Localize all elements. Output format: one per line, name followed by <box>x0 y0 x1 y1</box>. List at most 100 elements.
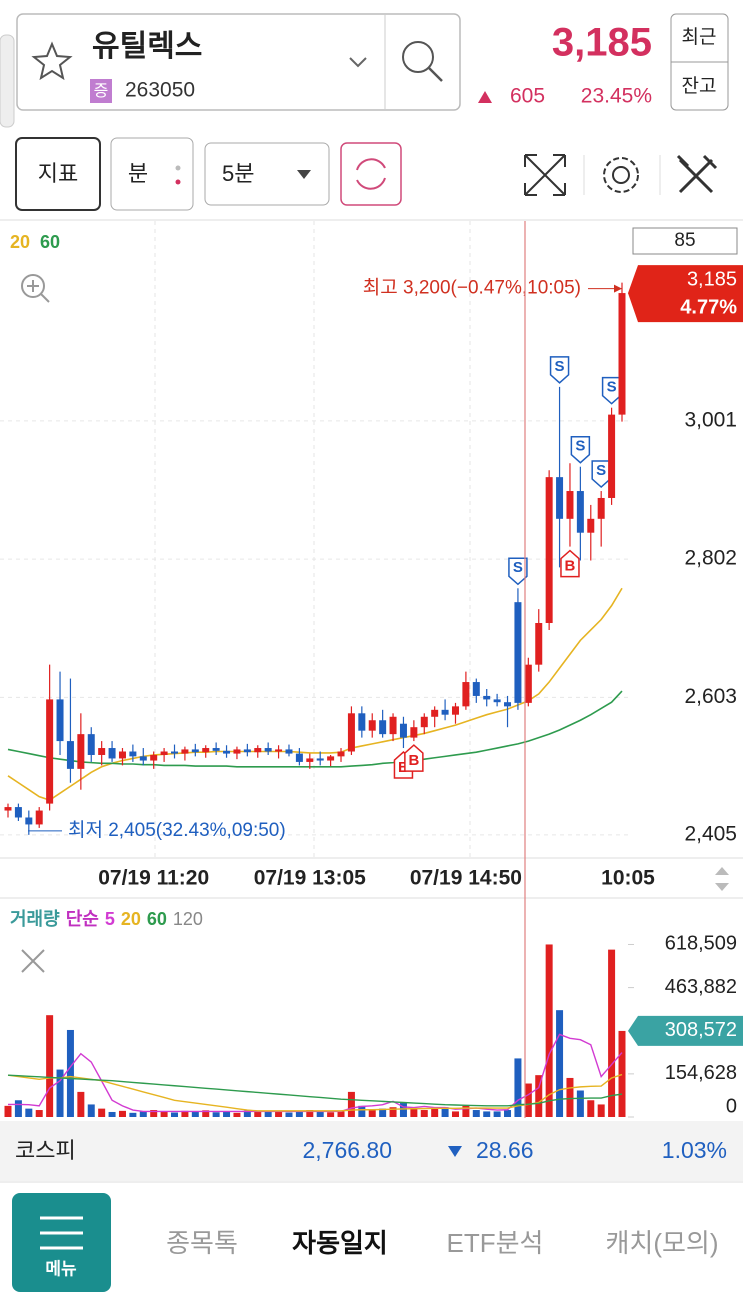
volume-bar <box>275 1110 283 1117</box>
scale-box-label: 85 <box>674 230 695 251</box>
nav-tab[interactable]: 캐치(모의) <box>606 1228 719 1258</box>
nav-tab[interactable]: 종목톡 <box>166 1228 238 1258</box>
dropdown-chevron[interactable] <box>349 57 367 68</box>
volume-bar <box>410 1108 418 1117</box>
candle-body <box>597 497 605 519</box>
volume-bar <box>129 1112 137 1117</box>
period-select[interactable] <box>204 142 330 206</box>
volume-bar <box>576 1090 584 1117</box>
menu-button[interactable] <box>12 1193 111 1292</box>
period-type-label[interactable]: 분 <box>128 161 148 186</box>
candle-body <box>233 749 241 754</box>
scroll-up[interactable] <box>715 867 729 875</box>
nav-tab[interactable]: 자동일지 <box>292 1228 388 1258</box>
candle-body <box>441 709 449 715</box>
index-value: 2,766.80 <box>302 1137 392 1163</box>
signal-label: S <box>555 358 565 375</box>
candle-body <box>223 750 231 754</box>
stock-code: 263050 <box>125 79 195 102</box>
button-label[interactable]: 잔고 <box>682 75 717 97</box>
low-label: 최저 2,405(32.43%,09:50) <box>68 819 286 841</box>
indicator-button[interactable] <box>15 137 101 211</box>
candle-body <box>451 706 459 715</box>
candle-body <box>410 727 418 738</box>
volume-bar <box>25 1108 33 1117</box>
index-change: 28.66 <box>476 1137 534 1163</box>
x-tick-label: 10:05 <box>601 867 655 890</box>
volume-bar <box>295 1111 303 1117</box>
current-change-label: 4.77% <box>680 296 737 318</box>
volume-bar <box>358 1105 366 1117</box>
volume-bar <box>556 1010 564 1117</box>
volume-bar <box>472 1110 480 1117</box>
signal-marker <box>591 460 611 489</box>
signal-label: B <box>408 752 419 769</box>
volume-bar <box>441 1107 449 1117</box>
candle-body <box>379 720 387 735</box>
candle-body <box>566 491 574 519</box>
candle-body <box>587 518 595 533</box>
period-type-button[interactable] <box>110 137 194 211</box>
signal-marker <box>560 549 580 578</box>
period-label[interactable]: 5분 <box>222 161 254 186</box>
volume-bar <box>483 1111 491 1117</box>
nav-tab[interactable]: ETF분석 <box>447 1228 544 1258</box>
signal-label: S <box>607 379 617 396</box>
volume-bar <box>191 1111 199 1117</box>
side-tab[interactable] <box>0 34 15 128</box>
candle-body <box>98 748 106 755</box>
candle-body <box>46 699 54 804</box>
volume-bar <box>514 1058 522 1117</box>
button-label[interactable]: 최근 <box>682 26 717 48</box>
volume-bar <box>171 1112 179 1117</box>
search-box[interactable] <box>16 13 461 111</box>
expand-icon[interactable] <box>524 154 566 196</box>
volume-bar <box>233 1112 241 1117</box>
candle-body <box>160 751 168 755</box>
ma-line <box>7 690 623 768</box>
y-tick-label: 2,603 <box>684 685 737 708</box>
search-icon[interactable] <box>402 41 434 73</box>
signal-marker <box>508 557 528 586</box>
volume-bar <box>108 1111 116 1117</box>
candle-body <box>483 695 491 700</box>
volume-bar <box>56 1069 64 1117</box>
candle-body <box>285 749 293 754</box>
candle-body <box>608 414 616 498</box>
candle-body <box>87 734 95 755</box>
index-change-pct: 1.03% <box>662 1137 727 1163</box>
candle-body <box>191 749 199 753</box>
x-tick-label: 07/19 13:05 <box>254 867 366 890</box>
favorite-star[interactable] <box>31 41 73 81</box>
menu-label[interactable]: 메뉴 <box>45 1259 77 1278</box>
volume-bar <box>87 1104 95 1117</box>
current-volume-label: 308,572 <box>665 1019 737 1041</box>
volume-bar <box>524 1083 532 1117</box>
scroll-down[interactable] <box>715 883 729 891</box>
legend-label: 거래량 <box>10 909 60 929</box>
up-arrow <box>478 91 492 103</box>
current-volume-tag <box>628 1015 743 1046</box>
volume-bar <box>504 1110 512 1117</box>
refresh-button[interactable] <box>340 142 402 206</box>
y-tick-label: 3,001 <box>684 408 737 431</box>
close-icon[interactable] <box>21 949 45 973</box>
candle-body <box>576 491 584 533</box>
search-icon-handle <box>428 67 443 82</box>
candle-body <box>347 713 355 752</box>
candle-body <box>431 709 439 717</box>
select-arrow <box>297 170 311 179</box>
change-pct: 23.45% <box>581 85 652 108</box>
tools-icon[interactable] <box>676 154 718 194</box>
volume-bar <box>347 1091 355 1117</box>
candle-body <box>493 699 501 703</box>
candle-body <box>358 713 366 731</box>
y-tick-label: 0 <box>726 1095 737 1117</box>
candle-body <box>514 602 522 703</box>
candle-body <box>118 751 126 759</box>
zoom-icon[interactable] <box>21 274 45 298</box>
indicator-label[interactable]: 지표 <box>38 161 78 186</box>
legend-label: 단순 <box>66 909 99 929</box>
candle-body <box>306 758 314 762</box>
settings-icon[interactable] <box>612 166 630 184</box>
